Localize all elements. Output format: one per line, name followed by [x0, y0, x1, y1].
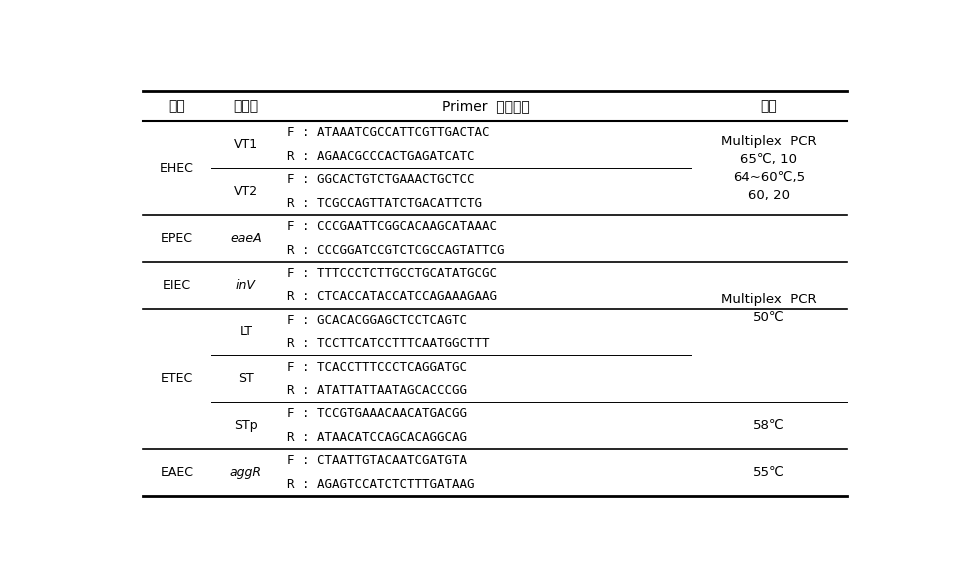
Text: R : CTCACCATACCATCCAGAAAGAAG: R : CTCACCATACCATCCAGAAAGAAG	[286, 291, 496, 303]
Text: LT: LT	[239, 325, 252, 339]
Text: aggR: aggR	[230, 466, 261, 479]
Text: EPEC: EPEC	[160, 232, 193, 245]
Text: R : AGAACGCCCACTGAGATCATC: R : AGAACGCCCACTGAGATCATC	[286, 150, 474, 163]
Text: F : TCACCTTTCCCTCAGGATGC: F : TCACCTTTCCCTCAGGATGC	[286, 360, 466, 374]
Text: R : ATATTATTAATAGCACCCGG: R : ATATTATTAATAGCACCCGG	[286, 384, 466, 397]
Text: EIEC: EIEC	[162, 279, 191, 292]
Text: STp: STp	[234, 419, 258, 432]
Text: R : CCCGGATCCGTCTCGCCAGTATTCG: R : CCCGGATCCGTCTCGCCAGTATTCG	[286, 244, 504, 257]
Text: F : TTTCCCTCTTGCCTGCATATGCGC: F : TTTCCCTCTTGCCTGCATATGCGC	[286, 267, 496, 280]
Text: F : CCCGAATTCGGCACAAGCATAAAC: F : CCCGAATTCGGCACAAGCATAAAC	[286, 220, 496, 233]
Text: R : TCGCCAGTTATCTGACATTCTG: R : TCGCCAGTTATCTGACATTCTG	[286, 197, 481, 210]
Text: VT1: VT1	[234, 138, 258, 151]
Text: 타켓: 타켓	[168, 99, 185, 113]
Text: VT2: VT2	[234, 185, 258, 198]
Text: Multiplex  PCR
50℃: Multiplex PCR 50℃	[721, 293, 816, 324]
Text: F : CTAATTGTACAATCGATGTA: F : CTAATTGTACAATCGATGTA	[286, 454, 466, 467]
Text: Multiplex  PCR
65℃, 10
64~60℃,5
60, 20: Multiplex PCR 65℃, 10 64~60℃,5 60, 20	[721, 134, 816, 201]
Text: R : TCCTTCATCCTTTCAATGGCTTT: R : TCCTTCATCCTTTCAATGGCTTT	[286, 337, 488, 350]
Text: EHEC: EHEC	[160, 162, 194, 174]
Text: 조건: 조건	[760, 99, 776, 113]
Text: F : TCCGTGAAACAACATGACGG: F : TCCGTGAAACAACATGACGG	[286, 407, 466, 420]
Text: R : AGAGTCCATCTCTTTGATAAG: R : AGAGTCCATCTCTTTGATAAG	[286, 478, 474, 491]
Text: Primer  염기서열: Primer 염기서열	[441, 99, 529, 113]
Text: F : ATAAATCGCCATTCGTTGACTAC: F : ATAAATCGCCATTCGTTGACTAC	[286, 126, 488, 140]
Text: eaeA: eaeA	[230, 232, 261, 245]
Text: 55℃: 55℃	[752, 466, 784, 479]
Text: ST: ST	[237, 372, 254, 386]
Text: ETEC: ETEC	[160, 372, 193, 386]
Text: F : GCACACGGAGCTCCTCAGTC: F : GCACACGGAGCTCCTCAGTC	[286, 314, 466, 327]
Text: EAEC: EAEC	[160, 466, 193, 479]
Text: 58℃: 58℃	[752, 419, 784, 432]
Text: 유전자: 유전자	[234, 99, 259, 113]
Text: inV: inV	[235, 279, 256, 292]
Text: R : ATAACATCCAGCACAGGCAG: R : ATAACATCCAGCACAGGCAG	[286, 431, 466, 444]
Text: F : GGCACTGTCTGAAACTGCTCC: F : GGCACTGTCTGAAACTGCTCC	[286, 173, 474, 186]
